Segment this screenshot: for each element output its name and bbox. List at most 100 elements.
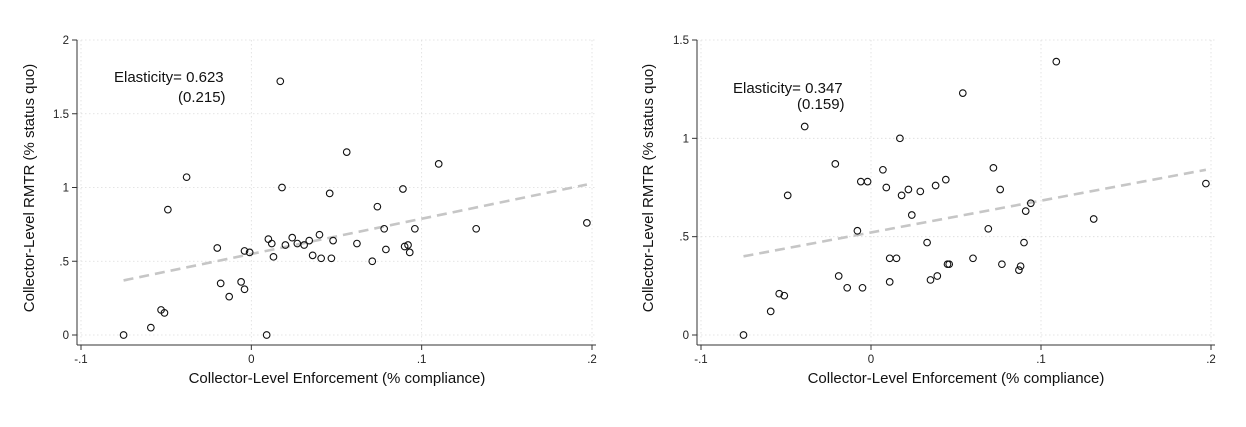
- right-point-4: [783, 191, 792, 200]
- left-point-5: [182, 173, 191, 182]
- left-point-30: [342, 148, 351, 156]
- right-y-tick-label-3: 1.5: [673, 35, 689, 47]
- right-point-15: [885, 254, 894, 263]
- right-gridlines: [697, 39, 1215, 345]
- left-x-tick-label-0: -.1: [74, 354, 87, 366]
- left-point-28: [327, 254, 336, 263]
- right-fit-line: [743, 168, 1207, 258]
- right-point-38: [1020, 238, 1028, 247]
- right-point-5: [800, 122, 809, 131]
- left-point-37: [400, 242, 409, 251]
- right-point-27: [941, 175, 950, 184]
- right-point-22: [916, 187, 925, 196]
- left-point-26: [317, 254, 326, 263]
- right-point-26: [933, 272, 942, 280]
- left-point-34: [380, 224, 389, 233]
- left-point-41: [434, 160, 443, 168]
- right-point-20: [904, 185, 913, 194]
- right-point-24: [926, 276, 935, 284]
- left-point-20: [288, 233, 297, 242]
- left-point-24: [308, 251, 317, 260]
- left-y-tick-label-4: 2: [63, 35, 69, 47]
- right-point-31: [969, 254, 977, 263]
- left-y-axis-title: Collector-Level RMTR (% status quo): [21, 64, 38, 312]
- left-point-16: [269, 252, 278, 261]
- right-point-23: [923, 238, 931, 247]
- right-point-40: [1026, 199, 1035, 208]
- left-point-0: [119, 331, 128, 339]
- left-x-axis-title: Collector-Level Enforcement (% complianc…: [189, 370, 486, 387]
- right-elasticity-label: Elasticity= 0.347: [733, 80, 843, 97]
- left-point-4: [164, 205, 172, 214]
- left-scatter-panel: 0 .5 1 1.5 2 -.1 0 .1 .2 Collector-Level Enforce…: [21, 35, 597, 387]
- left-y-tick-label-0: 0: [63, 330, 69, 342]
- left-point-27: [325, 189, 334, 198]
- left-point-17: [276, 77, 285, 86]
- left-point-3: [160, 309, 169, 317]
- right-point-10: [856, 177, 865, 186]
- right-point-35: [998, 260, 1006, 269]
- left-x-tick-label-3: .2: [587, 354, 597, 366]
- left-y-tick-label-1: .5: [59, 256, 69, 268]
- left-axes: 0 .5 1 1.5 2 -.1 0 .1 .2: [53, 35, 597, 366]
- right-point-13: [879, 165, 887, 174]
- right-y-tick-label-2: 1: [683, 133, 689, 145]
- right-y-tick-label-0: 0: [683, 330, 689, 342]
- left-gridlines: [77, 39, 596, 345]
- left-point-19: [281, 241, 290, 249]
- right-point-30: [958, 89, 967, 97]
- left-point-25: [315, 230, 324, 239]
- right-x-axis-title: Collector-Level Enforcement (% complianc…: [808, 370, 1105, 387]
- right-scatter-panel: 0 .5 1 1.5 -.1 0 .1 .2 Collector-Level Enforcem…: [640, 35, 1216, 387]
- right-point-36: [1015, 266, 1023, 274]
- right-point-7: [834, 272, 843, 280]
- right-point-19: [897, 191, 906, 200]
- right-point-29: [945, 260, 954, 269]
- left-point-38: [404, 241, 412, 249]
- right-point-9: [853, 226, 862, 235]
- left-point-1: [146, 323, 155, 332]
- left-point-43: [583, 219, 591, 227]
- left-point-8: [225, 292, 234, 301]
- right-point-2: [775, 289, 784, 298]
- left-point-33: [373, 202, 382, 211]
- right-point-21: [907, 211, 916, 219]
- left-point-7: [216, 279, 225, 288]
- left-points: [119, 77, 591, 339]
- left-point-35: [382, 245, 390, 254]
- left-y-tick-label-2: 1: [63, 183, 69, 195]
- left-point-22: [300, 241, 308, 249]
- left-x-tick-label-2: .1: [417, 354, 427, 366]
- right-point-42: [1089, 215, 1098, 223]
- left-y-tick-label-3: 1.5: [53, 109, 69, 121]
- right-point-25: [931, 181, 940, 190]
- left-point-6: [213, 244, 222, 252]
- right-x-tick-label-3: .2: [1206, 354, 1216, 366]
- left-point-40: [411, 224, 419, 233]
- right-point-41: [1052, 57, 1061, 66]
- right-point-0: [739, 331, 748, 339]
- left-elasticity-label: Elasticity= 0.623: [114, 69, 224, 86]
- right-point-3: [780, 291, 789, 300]
- left-x-tick-label-1: 0: [248, 354, 254, 366]
- left-point-13: [262, 331, 271, 339]
- left-elasticity-se-label: (0.215): [178, 89, 226, 106]
- left-point-23: [305, 236, 314, 245]
- left-point-31: [353, 239, 361, 248]
- right-point-33: [989, 163, 998, 172]
- left-point-9: [237, 278, 245, 286]
- left-point-18: [278, 183, 286, 192]
- right-x-tick-label-2: .1: [1036, 354, 1046, 366]
- right-point-6: [831, 160, 840, 168]
- right-point-37: [1016, 262, 1025, 271]
- left-point-29: [329, 236, 337, 245]
- right-point-39: [1021, 207, 1030, 215]
- left-fit-layer: [123, 183, 588, 282]
- right-points: [739, 57, 1210, 339]
- left-fit-line: [123, 183, 588, 282]
- right-axes: 0 .5 1 1.5 -.1 0 .1 .2: [673, 35, 1216, 366]
- right-point-12: [863, 177, 872, 186]
- right-x-tick-label-0: -.1: [694, 354, 707, 366]
- right-point-16: [885, 278, 894, 286]
